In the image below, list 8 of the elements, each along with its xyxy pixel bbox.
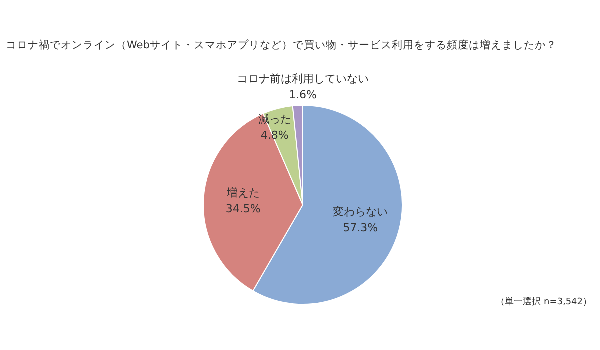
slice-label: コロナ前は利用していない bbox=[237, 72, 369, 86]
text: （単一選択 n=3,542） bbox=[496, 296, 592, 308]
data-label: 1.6% bbox=[289, 88, 317, 102]
data-label: 57.3% bbox=[343, 221, 378, 234]
data-label: 34.5% bbox=[226, 202, 261, 216]
slice-label: 増えた bbox=[226, 186, 260, 200]
chart-title: コロナ禍でオンライン（Webサイト・スマホアプリなど）で買い物・サービス利用をする頻度は増えましたか？ bbox=[6, 38, 557, 52]
slice-label: 変わらない bbox=[333, 205, 388, 218]
